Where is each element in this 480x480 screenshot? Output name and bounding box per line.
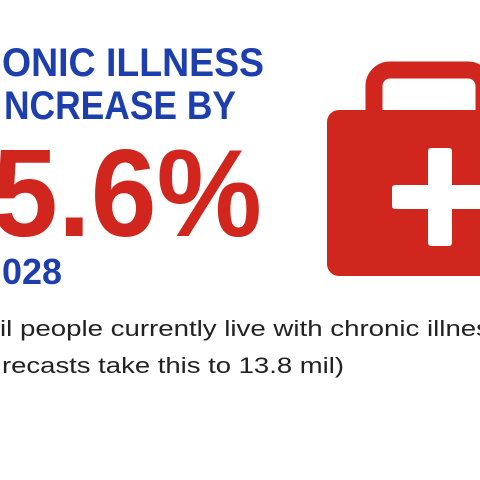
headline-year: 028 [2,251,62,292]
body-line: recasts take this to 13.8 mil) [2,353,344,378]
headline-line: NCREASE BY [4,84,236,128]
headline-figure: 5.6% [0,125,262,263]
cross-horizontal [392,185,480,209]
headline-line: ONIC ILLNESS [2,41,264,85]
body-line: il people currently live with chronic il… [0,316,480,341]
medical-bag-icon [327,61,480,276]
